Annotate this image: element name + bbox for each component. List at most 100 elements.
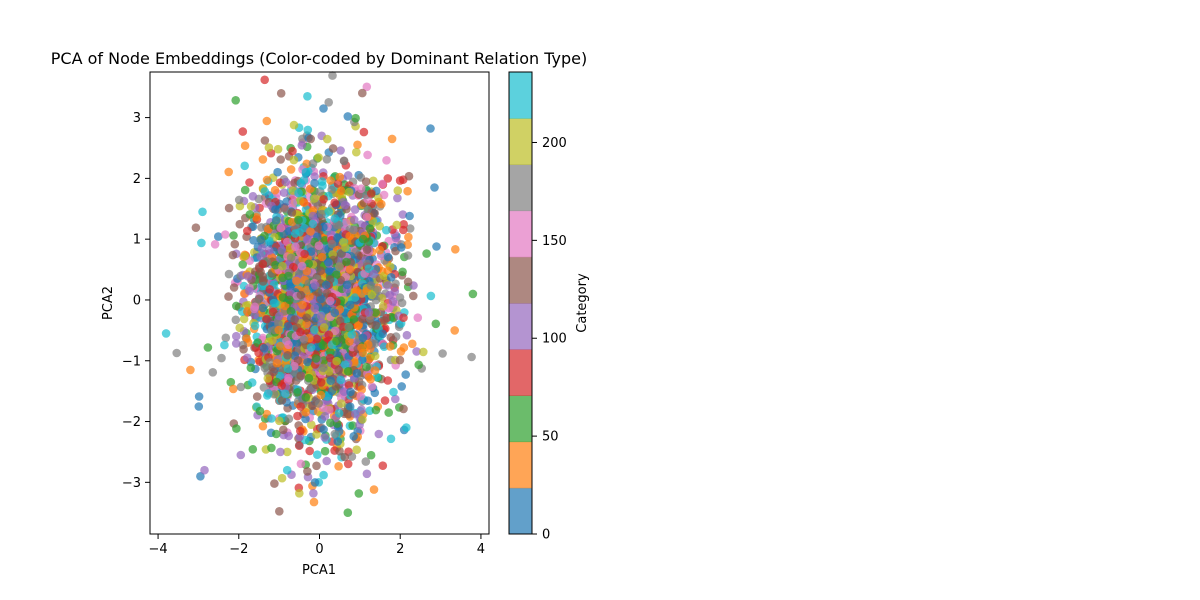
colorbar-segment xyxy=(509,441,532,489)
scatter-point xyxy=(364,308,374,317)
scatter-point xyxy=(279,188,289,197)
scatter-point xyxy=(343,112,353,121)
scatter-point xyxy=(382,225,391,235)
scatter-point xyxy=(304,259,314,269)
scatter-point xyxy=(359,127,369,137)
scatter-point xyxy=(336,146,345,155)
scatter-point xyxy=(289,120,299,130)
scatter-point xyxy=(378,329,388,339)
scatter-point xyxy=(333,179,343,188)
scatter-point xyxy=(191,223,201,232)
scatter-point xyxy=(320,433,330,442)
scatter-point xyxy=(226,377,236,387)
scatter-point xyxy=(370,366,380,375)
scatter-point xyxy=(357,343,366,353)
scatter-point xyxy=(303,92,312,101)
scatter-point xyxy=(267,336,277,346)
scatter-point xyxy=(228,250,238,260)
colorbar-segment xyxy=(509,256,532,304)
scatter-point xyxy=(265,285,275,294)
colorbar-tick-label: 100 xyxy=(542,332,567,347)
scatter-point xyxy=(310,194,319,203)
scatter-point xyxy=(326,376,336,386)
scatter-point xyxy=(276,341,285,351)
scatter-point xyxy=(307,420,316,430)
scatter-point xyxy=(358,415,367,424)
scatter-point xyxy=(363,340,373,349)
scatter-point xyxy=(221,230,230,239)
scatter-point xyxy=(334,462,343,471)
scatter-point xyxy=(365,406,375,416)
scatter-point xyxy=(287,208,297,217)
scatter-point xyxy=(352,147,361,157)
scatter-point xyxy=(288,198,298,208)
scatter-point xyxy=(316,266,326,276)
scatter-point xyxy=(354,489,364,498)
scatter-point xyxy=(340,452,350,462)
scatter-point xyxy=(336,186,346,196)
scatter-point xyxy=(258,421,268,431)
scatter-point xyxy=(388,297,398,306)
scatter-point xyxy=(356,184,366,193)
scatter-point xyxy=(364,372,374,382)
scatter-point xyxy=(327,239,337,249)
scatter-point xyxy=(262,116,272,126)
scatter-point xyxy=(283,322,293,331)
scatter-point xyxy=(314,399,324,408)
scatter-point xyxy=(203,343,213,352)
scatter-point xyxy=(379,190,389,200)
scatter-point xyxy=(371,405,381,415)
scatter-point xyxy=(343,508,353,517)
scatter-point xyxy=(221,333,231,343)
scatter-point xyxy=(275,507,284,516)
scatter-point xyxy=(292,276,301,286)
scatter-point xyxy=(255,406,265,416)
colorbar: 0 50 100 150 200 xyxy=(508,71,567,543)
scatter-point xyxy=(210,240,220,249)
scatter-point xyxy=(316,311,326,321)
scatter-point xyxy=(336,375,346,385)
y-tick-label: −3 xyxy=(122,476,141,491)
scatter-point xyxy=(243,272,253,281)
scatter-point xyxy=(272,429,281,439)
scatter-point xyxy=(319,470,328,480)
scatter-point xyxy=(314,241,324,250)
scatter-point xyxy=(260,363,270,373)
colorbar-segment xyxy=(509,210,532,258)
scatter-point xyxy=(405,224,415,233)
scatter-point xyxy=(298,300,307,310)
scatter-point xyxy=(323,134,332,144)
scatter-point xyxy=(361,457,371,466)
scatter-point xyxy=(258,277,268,286)
colorbar-segment xyxy=(509,349,532,396)
scatter-point xyxy=(383,252,393,262)
scatter-point xyxy=(243,226,252,236)
scatter-point xyxy=(309,489,318,498)
scatter-point xyxy=(403,251,413,260)
scatter-point xyxy=(240,141,250,150)
scatter-point xyxy=(299,198,309,207)
colorbar-tick-label: 50 xyxy=(542,430,559,445)
scatter-point xyxy=(262,175,272,185)
scatter-point xyxy=(317,209,327,219)
scatter-point xyxy=(172,348,181,358)
scatter-point xyxy=(399,313,408,323)
scatter-point xyxy=(322,456,332,466)
x-tick-label: 0 xyxy=(315,542,323,557)
scatter-point xyxy=(229,283,239,292)
scatter-point xyxy=(325,353,335,363)
scatter-point xyxy=(339,387,349,397)
scatter-point xyxy=(346,387,355,397)
scatter-point xyxy=(334,409,344,418)
scatter-point xyxy=(301,393,311,402)
x-tick-label: 2 xyxy=(396,542,404,557)
scatter-point xyxy=(383,376,393,385)
scatter-point xyxy=(310,303,320,313)
scatter-point xyxy=(366,281,376,290)
scatter-point xyxy=(348,421,358,430)
scatter-point xyxy=(309,497,319,507)
scatter-point xyxy=(319,104,328,113)
scatter-point xyxy=(422,249,431,258)
scatter-point xyxy=(369,176,378,186)
scatter-point xyxy=(349,225,358,235)
